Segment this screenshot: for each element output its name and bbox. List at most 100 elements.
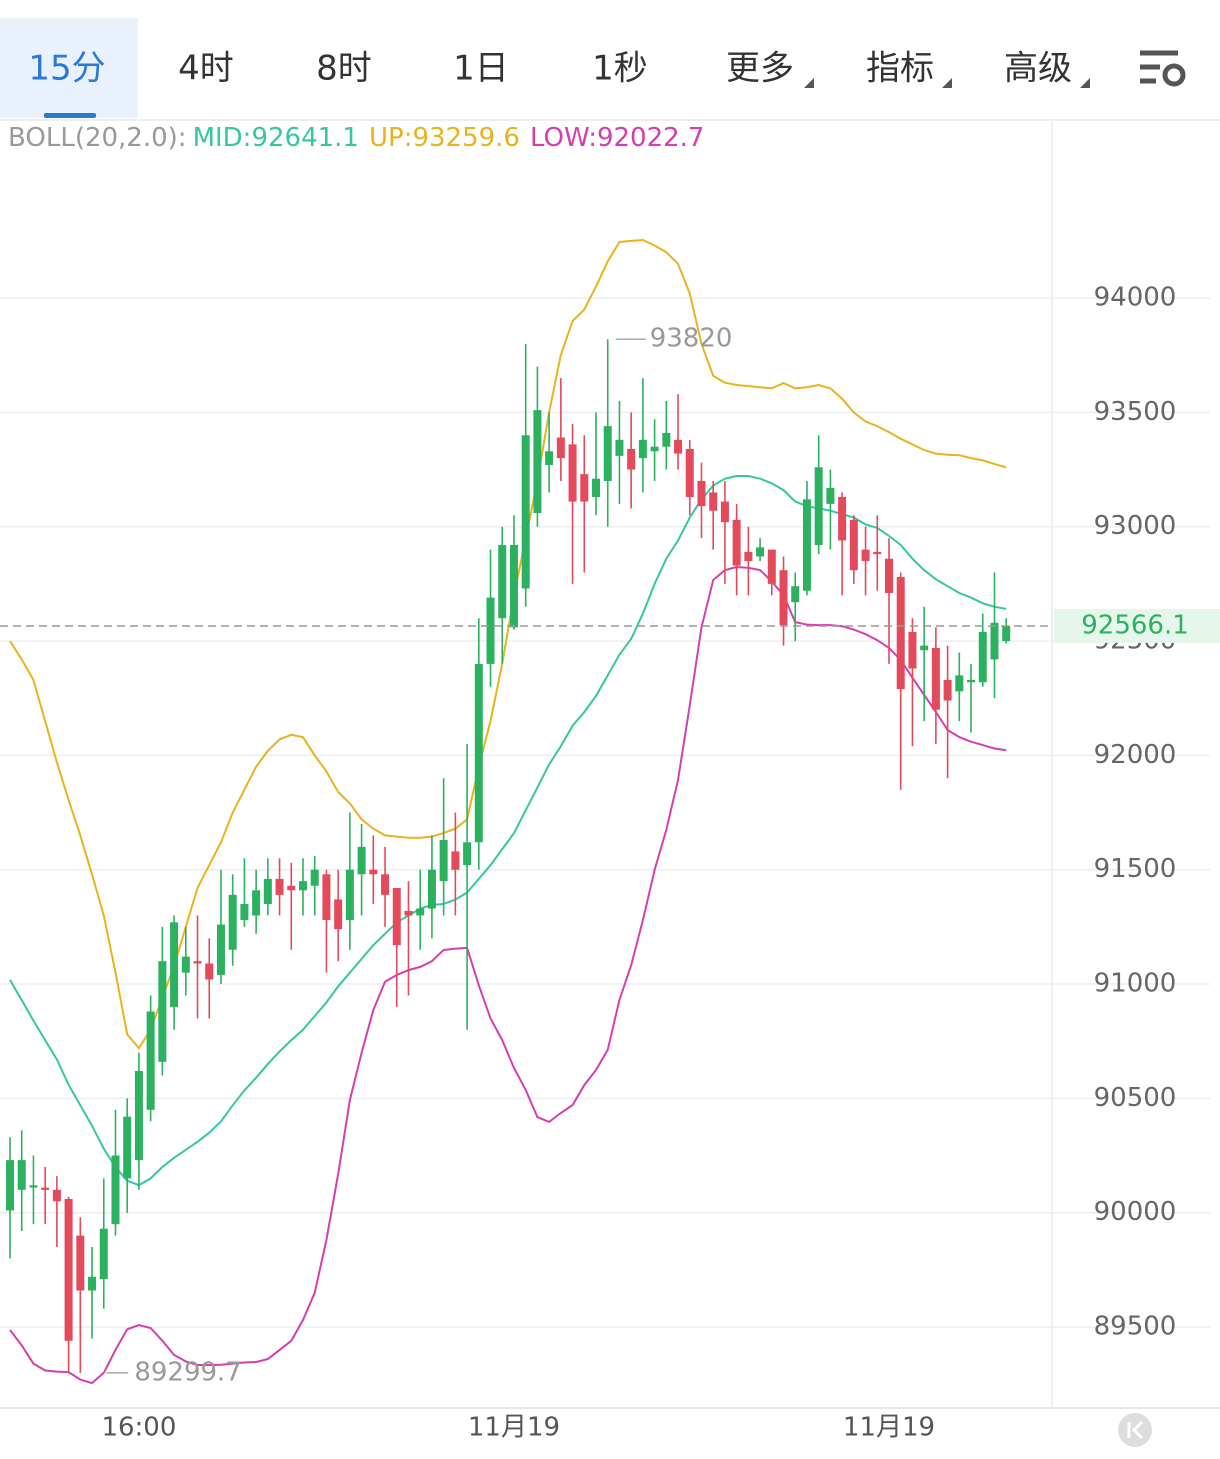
y-tick-label: 90000 — [1094, 1197, 1177, 1227]
candle-body — [580, 474, 589, 502]
candle-body — [967, 679, 976, 683]
y-tick-label: 91000 — [1094, 969, 1177, 999]
candle-body — [556, 437, 565, 459]
candle-body — [568, 444, 577, 502]
candle-body — [756, 547, 765, 557]
candle-body — [779, 570, 788, 626]
candle-body — [29, 1185, 38, 1188]
candle-body — [1002, 625, 1011, 642]
candle-body — [64, 1199, 73, 1341]
candle-body — [228, 894, 237, 950]
max-annotation: 93820 — [650, 324, 733, 354]
candle-body — [322, 874, 331, 921]
candle-body — [88, 1276, 97, 1291]
candle-body — [978, 631, 987, 683]
candle-body — [275, 878, 284, 895]
candle-body — [193, 961, 202, 964]
candle-body — [955, 675, 964, 692]
candle-body — [158, 961, 167, 1062]
candle-body — [392, 888, 401, 946]
candle-body — [474, 663, 483, 843]
icon-gear — [1162, 63, 1186, 87]
candle-body — [181, 956, 190, 973]
candle-body — [709, 492, 718, 511]
legend-value: 93259.6 — [412, 123, 520, 153]
candle-body — [369, 869, 378, 875]
candle-body — [826, 487, 835, 504]
y-tick-label: 91500 — [1094, 854, 1177, 884]
candle-body — [615, 439, 624, 456]
candle-body — [263, 878, 272, 905]
tab[interactable]: 高级 — [1004, 49, 1072, 89]
candle-body — [205, 963, 214, 980]
candle-body — [521, 435, 530, 589]
candle-body — [17, 1160, 26, 1190]
legend-name: LOW: — [530, 123, 597, 153]
candle-body — [334, 899, 343, 930]
candle-body — [861, 549, 870, 562]
candle-body — [451, 851, 460, 870]
candle-body — [439, 840, 448, 882]
y-tick-label: 94000 — [1094, 283, 1177, 313]
x-tick-label: 11月19 — [843, 1413, 935, 1443]
active-tab-bg — [0, 18, 138, 118]
candle-body — [720, 501, 729, 523]
candle-body — [41, 1187, 50, 1190]
candle-body — [674, 439, 683, 454]
candle-body — [76, 1235, 85, 1291]
settings-icon[interactable] — [1140, 50, 1186, 87]
candle-body — [287, 885, 296, 891]
candle-body — [486, 597, 495, 664]
boll-line — [9, 565, 1007, 1385]
candle-body — [943, 679, 952, 701]
tab[interactable]: 指标 — [866, 49, 934, 89]
y-tick-label: 90500 — [1094, 1083, 1177, 1113]
current-price-tag — [1054, 608, 1220, 643]
current-price-label: 92566.1 — [1081, 610, 1189, 640]
plot: 8950090000905009100091500920009250093000… — [0, 238, 1220, 1443]
tab[interactable]: 1日 — [453, 49, 509, 89]
candle-body — [990, 622, 999, 660]
candle-body — [767, 549, 776, 584]
candle-body — [381, 874, 390, 895]
legend-value: 92641.1 — [251, 123, 359, 153]
candle-body — [885, 558, 893, 594]
tab[interactable]: 4时 — [178, 49, 234, 89]
candle-body — [299, 881, 307, 891]
candle-body — [240, 904, 249, 921]
x-tick-label: 11月19 — [468, 1413, 560, 1443]
x-tick-label: 16:00 — [101, 1413, 176, 1443]
candle-body — [545, 451, 554, 465]
candle-body — [357, 846, 366, 875]
candle-body — [310, 869, 319, 886]
candle-body — [931, 647, 940, 710]
tab[interactable]: 15分 — [28, 49, 105, 89]
candle-body — [146, 1011, 155, 1110]
candle-body — [170, 922, 179, 1007]
candle-body — [498, 545, 507, 619]
tab[interactable]: 1秒 — [592, 49, 648, 89]
candle-body — [252, 890, 261, 916]
candle-body — [111, 1155, 120, 1225]
dropdown-markers — [804, 78, 1090, 88]
candle-body — [123, 1116, 132, 1179]
boll-line — [9, 475, 1007, 1187]
candle-body — [52, 1189, 61, 1202]
candle-body — [838, 497, 847, 541]
candle-body — [404, 910, 413, 916]
candle-body — [791, 586, 800, 603]
candle-body — [509, 545, 518, 628]
candle-body — [603, 426, 612, 482]
legend-value: 92022.7 — [597, 123, 705, 153]
tab[interactable]: 8时 — [316, 49, 372, 89]
candle-body — [697, 481, 706, 507]
candle-body — [873, 551, 882, 555]
candle-body — [99, 1228, 108, 1280]
candle-body — [896, 577, 905, 690]
candle-body — [650, 446, 659, 452]
tab[interactable]: 更多 — [726, 49, 794, 89]
active-tab-underline — [44, 113, 96, 118]
y-tick-label: 92000 — [1094, 740, 1177, 770]
min-annotation: 89299.7 — [134, 1357, 242, 1387]
